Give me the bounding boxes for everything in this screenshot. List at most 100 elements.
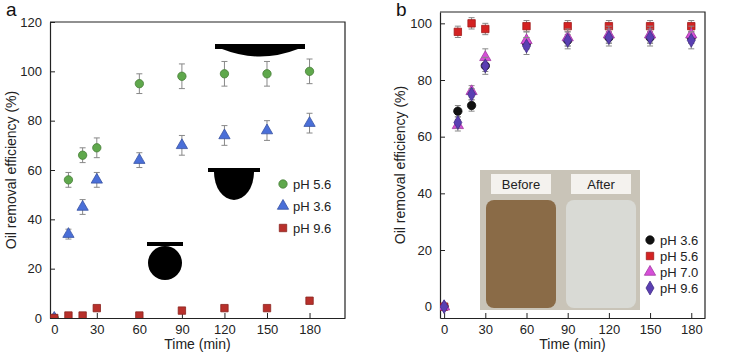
point <box>65 312 72 318</box>
y-tick: 120 <box>20 15 55 30</box>
y-tick: 40 <box>28 212 55 227</box>
x-tick: 120 <box>599 313 621 337</box>
legend-label: pH 7.0 <box>660 265 698 280</box>
y-tick-mark <box>50 269 55 270</box>
point <box>564 33 572 47</box>
error-bar <box>482 23 488 34</box>
series <box>440 29 695 314</box>
point <box>134 154 145 164</box>
y-tick-label: 20 <box>28 261 42 276</box>
x-tick-label: 60 <box>520 322 534 337</box>
point <box>605 31 613 45</box>
y-tick-mark <box>440 137 445 138</box>
point <box>687 33 695 47</box>
legend-marker <box>646 252 653 259</box>
substrate <box>208 168 260 172</box>
error-bar <box>469 18 475 29</box>
photo-background <box>480 170 640 310</box>
point <box>50 311 60 318</box>
point <box>78 151 86 159</box>
y-tick-label: 100 <box>410 16 432 31</box>
legend-label: pH 3.6 <box>293 199 331 214</box>
point <box>454 116 462 130</box>
error-bar <box>647 29 653 46</box>
y-tick-label: 80 <box>28 113 42 128</box>
photo-inset: BeforeAfter <box>480 170 640 310</box>
point <box>261 124 272 134</box>
x-tick-label: 0 <box>441 322 448 337</box>
legend: pH 5.6pH 3.6pH 9.6 <box>277 177 331 236</box>
x-tick: 0 <box>441 313 448 337</box>
y-tick-label: 80 <box>418 73 432 88</box>
legend-label: pH 9.6 <box>293 221 331 236</box>
x-tick-label: 180 <box>681 322 703 337</box>
bottle-after <box>566 200 636 308</box>
point <box>50 314 58 318</box>
point <box>91 173 102 183</box>
series <box>50 59 314 318</box>
error-bar <box>606 29 612 46</box>
x-tick: 180 <box>681 313 703 337</box>
point <box>178 72 186 80</box>
y-tick-mark <box>50 170 55 171</box>
legend-marker <box>279 180 287 188</box>
x-axis: 0 30 60 90 120 150 180 <box>441 313 706 337</box>
x-tick: 30 <box>479 313 493 337</box>
x-tick: 90 <box>175 313 189 337</box>
point <box>263 304 270 311</box>
y-tick: 100 <box>410 16 445 31</box>
droplet <box>214 172 254 200</box>
y-tick-mark <box>50 219 55 220</box>
series <box>440 18 695 311</box>
x-tick-label: 0 <box>51 322 58 337</box>
point <box>523 22 530 29</box>
y-tick-label: 60 <box>418 129 432 144</box>
point <box>220 70 228 78</box>
y-axis-title: Oil removal efficiency (%) <box>392 86 408 244</box>
x-tick-label: 30 <box>479 322 493 337</box>
x-tick-mark <box>527 313 528 318</box>
point <box>219 129 230 139</box>
point <box>454 107 462 115</box>
y-axis-line <box>440 13 441 319</box>
point <box>481 59 489 73</box>
legend-marker <box>646 236 654 244</box>
point <box>306 297 313 304</box>
y-tick: 80 <box>418 73 445 88</box>
x-tick-mark <box>691 313 692 318</box>
x-tick-mark <box>224 313 225 318</box>
legend-marker <box>646 281 654 295</box>
point <box>305 67 313 75</box>
panel-label: b <box>396 0 407 20</box>
x-axis-title: Time (min) <box>164 336 230 352</box>
error-bar <box>565 32 571 49</box>
droplet <box>148 246 182 280</box>
y-tick: 20 <box>28 261 55 276</box>
point <box>304 117 315 127</box>
point <box>263 70 271 78</box>
y-tick-label: 40 <box>418 186 432 201</box>
series <box>440 32 695 311</box>
y-tick-label: 100 <box>20 64 42 79</box>
x-tick-label: 120 <box>214 322 236 337</box>
x-tick: 120 <box>214 313 236 337</box>
point <box>482 25 489 32</box>
x-tick-label: 90 <box>175 322 189 337</box>
annotation: After <box>587 177 615 192</box>
series <box>51 297 314 318</box>
y-tick-mark <box>440 80 445 81</box>
plot-area <box>50 59 315 318</box>
point <box>221 304 228 311</box>
error-bar <box>524 38 530 55</box>
legend-label: pH 3.6 <box>660 233 698 248</box>
point <box>64 176 72 184</box>
x-tick-label: 60 <box>133 322 147 337</box>
x-tick-mark <box>97 313 98 318</box>
x-tick-label: 90 <box>561 322 575 337</box>
y-axis: 020406080100 <box>410 13 445 319</box>
x-tick-label: 180 <box>299 322 321 337</box>
x-tick-label: 150 <box>640 322 662 337</box>
x-tick-mark <box>609 313 610 318</box>
x-tick: 30 <box>90 313 104 337</box>
frame <box>440 12 705 318</box>
